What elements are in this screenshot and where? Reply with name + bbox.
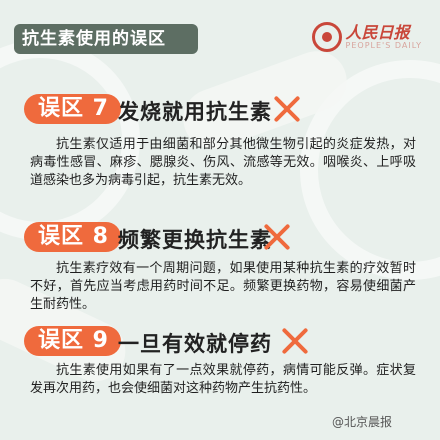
- myth-body: 抗生素使用如果有了一点效果就停药，病情可能反弹。症状复发再次用药，也会使细菌对这…: [30, 363, 416, 396]
- myth-section-8: 误区 8 频繁更换抗生素 抗生素疗效有一个周期问题，如果使用某种抗生素的疗效暂时…: [0, 222, 440, 322]
- brand-logo: 人民日报 PEOPLE'S DAILY: [311, 22, 422, 52]
- brand-name: 人民日报: [345, 22, 410, 42]
- myth-title: 一旦有效就停药: [118, 332, 272, 356]
- myth-title: 发烧就用抗生素: [118, 100, 272, 124]
- myth-tag: 误区 7: [24, 94, 121, 124]
- cross-mark-icon: [262, 222, 292, 252]
- cross-mark-icon: [272, 94, 302, 124]
- myth-tag: 误区 8: [24, 222, 121, 252]
- brand-subtitle: PEOPLE'S DAILY: [345, 40, 422, 50]
- myth-tag: 误区 9: [24, 326, 121, 356]
- source-watermark: @北京晨报: [331, 415, 392, 429]
- page-title: 抗生素使用的误区: [14, 24, 198, 54]
- myth-section-9: 误区 9 一旦有效就停药 抗生素使用如果有了一点效果就停药，病情可能反弹。症状复…: [0, 326, 440, 426]
- myth-body: 抗生素疗效有一个周期问题，如果使用某种抗生素的疗效暂时不好，首先应当考虑用药时间…: [30, 261, 416, 312]
- myth-title: 频繁更换抗生素: [118, 228, 272, 252]
- cross-mark-icon: [280, 326, 310, 356]
- myth-body: 抗生素仅适用于由细菌和部分其他微生物引起的炎症发热，对病毒性感冒、麻疹、腮腺炎、…: [30, 137, 416, 188]
- myth-section-7: 误区 7 发烧就用抗生素 抗生素仅适用于由细菌和部分其他微生物引起的炎症发热，对…: [0, 92, 440, 242]
- at-sign-logo-icon: [311, 22, 342, 52]
